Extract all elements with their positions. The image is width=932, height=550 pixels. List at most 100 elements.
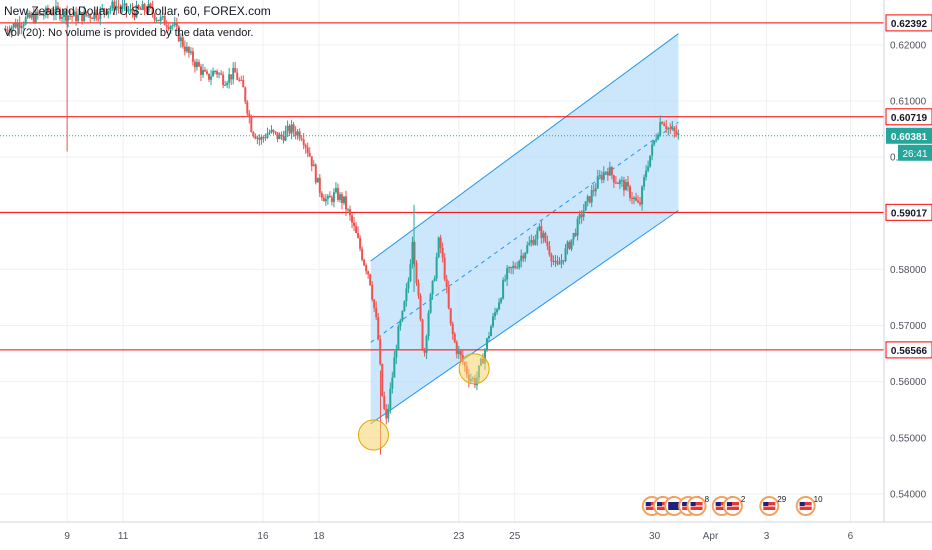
candles — [4, 0, 680, 455]
candle-body — [95, 12, 98, 19]
highlight-circle[interactable] — [357, 419, 389, 451]
candle-body — [588, 196, 591, 203]
candle-body — [532, 240, 535, 245]
candle-body — [147, 3, 150, 13]
candle-body — [361, 248, 364, 260]
candle-body — [91, 18, 94, 20]
event-markers[interactable]: 3228522910 — [641, 495, 823, 516]
candle-body — [153, 13, 156, 20]
candle-body — [439, 237, 442, 248]
horizontal-levels[interactable] — [0, 22, 884, 351]
candle-body — [602, 172, 605, 180]
channel-median-line[interactable] — [370, 121, 679, 343]
candle-body — [278, 134, 281, 140]
candle-body — [457, 351, 460, 355]
candle-body — [554, 260, 557, 262]
candle-body — [292, 124, 295, 132]
candle-body — [363, 259, 366, 266]
candle-body — [322, 197, 325, 202]
candle-body — [663, 123, 666, 126]
candle-body — [109, 8, 112, 11]
candle-body — [26, 12, 29, 18]
candle-body — [367, 271, 370, 275]
usa-flag-canton — [715, 502, 721, 506]
candle-body — [316, 177, 319, 183]
candle-body — [614, 182, 617, 184]
candle-body — [530, 240, 533, 243]
candle-body — [272, 129, 275, 132]
candle-body — [34, 11, 37, 23]
candle-body — [528, 242, 531, 246]
channel-fill — [370, 33, 679, 424]
candle-body — [512, 265, 515, 269]
candle-body — [36, 11, 39, 15]
candle-body — [371, 285, 374, 300]
candle-body — [149, 3, 152, 7]
y-tick-label: 0.58000 — [890, 265, 927, 276]
candle-body — [214, 70, 217, 72]
candle-body — [75, 11, 78, 22]
candle-body — [536, 230, 539, 240]
chart-title: New Zealand Dollar / U.S. Dollar, 60, FO… — [4, 4, 271, 18]
candle-body — [246, 101, 249, 114]
level-price-label: 0.56566 — [891, 346, 928, 357]
usa-flag-canton — [799, 502, 805, 506]
candle-body — [167, 27, 170, 30]
candle-body — [97, 18, 100, 20]
y-tick-label: 0.55000 — [890, 433, 927, 444]
candle-body — [334, 188, 337, 193]
candle-body — [326, 195, 329, 199]
candle-body — [222, 74, 225, 86]
candle-body — [622, 180, 625, 191]
candle-body — [16, 22, 19, 28]
candle-body — [48, 12, 51, 14]
candle-body — [105, 11, 108, 15]
x-tick-label: 16 — [257, 531, 269, 542]
candle-body — [71, 16, 74, 18]
candle-body — [592, 190, 595, 192]
candle-body — [385, 408, 388, 419]
highlight-circle[interactable] — [458, 353, 490, 385]
candle-body — [340, 194, 343, 204]
candle-body — [230, 74, 233, 80]
candle-body — [409, 264, 412, 281]
candle-body — [435, 256, 438, 279]
channel-upper-line[interactable] — [370, 33, 679, 262]
candle-body — [349, 209, 352, 216]
candle-body — [4, 29, 7, 31]
candle-body — [32, 14, 35, 23]
candle-body — [30, 14, 33, 18]
candle-body — [556, 260, 559, 265]
candle-body — [578, 214, 581, 219]
candle-body — [288, 125, 291, 134]
highlight-circles[interactable] — [357, 353, 490, 451]
y-tick-label: 0.57000 — [890, 321, 927, 332]
x-tick-label: 23 — [453, 531, 465, 542]
candle-body — [77, 14, 80, 22]
candle-body — [179, 37, 182, 42]
candle-body — [119, 7, 122, 9]
candle-body — [590, 190, 593, 203]
candle-body — [165, 25, 168, 28]
candle-body — [224, 85, 227, 87]
candle-body — [171, 25, 174, 27]
candle-body — [576, 218, 579, 236]
candle-body — [244, 87, 247, 102]
candle-body — [407, 280, 410, 289]
candle-body — [675, 131, 678, 135]
candle-body — [181, 37, 184, 47]
current-price-tag — [886, 127, 932, 144]
candle-body — [596, 176, 599, 189]
x-tick-label: 25 — [509, 531, 521, 542]
candle-body — [65, 11, 68, 21]
candle-body — [653, 140, 656, 145]
candle-body — [403, 301, 406, 311]
candle-body — [226, 82, 229, 86]
candle-body — [441, 247, 444, 258]
candle-body — [558, 263, 561, 265]
candle-body — [540, 226, 543, 238]
channel-lower-line[interactable] — [370, 210, 679, 425]
regression-channel[interactable] — [370, 33, 679, 425]
